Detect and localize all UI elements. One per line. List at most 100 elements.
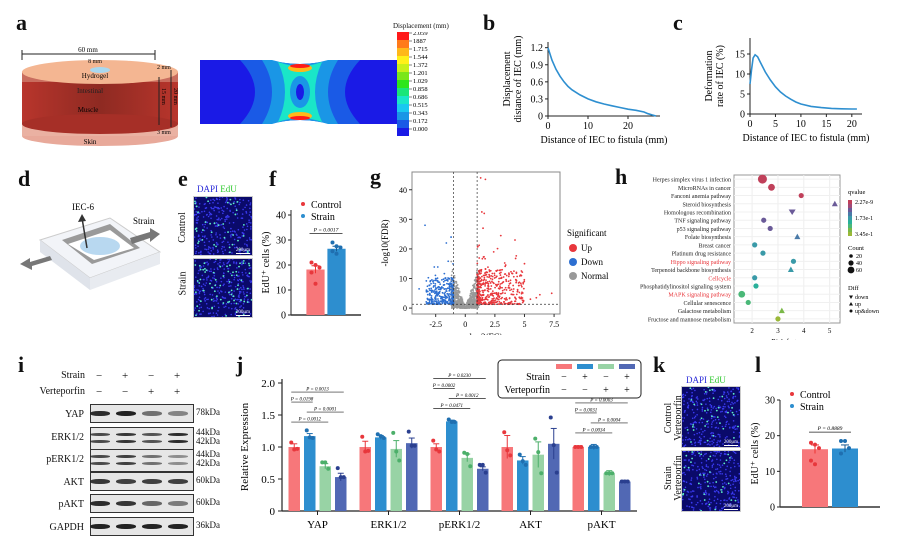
nucleus [693, 421, 696, 424]
point-up [523, 280, 526, 283]
y-tick-label: 1.0 [261, 442, 275, 454]
nucleus [726, 477, 729, 480]
nucleus [699, 472, 702, 475]
edu-positive-cell [202, 229, 204, 231]
point-normal [466, 306, 469, 309]
legend-marker [790, 404, 794, 408]
nucleus [194, 244, 197, 247]
nucleus [696, 432, 698, 435]
point-normal [466, 305, 469, 308]
y-tick-label: 30 [765, 396, 775, 407]
data-point [505, 448, 510, 453]
edu-positive-cell [715, 409, 718, 412]
nucleus [689, 438, 692, 441]
panel-l: l 0 10 20 30 Control Strain P = 0.8889 EdU⁺ cel… [745, 340, 902, 539]
data-point [341, 475, 346, 480]
nucleus [249, 207, 251, 210]
y-tick-label: 0.5 [261, 474, 275, 486]
protein-band [168, 411, 188, 416]
edu-positive-cell [238, 248, 241, 251]
nucleus [245, 272, 247, 274]
nucleus [236, 217, 239, 219]
edu-positive-cell [711, 415, 713, 418]
point-up [482, 227, 484, 230]
nucleus [729, 426, 731, 429]
nucleus [733, 465, 736, 468]
edu-positive-cell [685, 454, 688, 457]
protein-band [142, 501, 162, 506]
nucleus [683, 403, 685, 406]
data-point [604, 471, 609, 476]
data-point [462, 450, 467, 455]
nucleus [733, 459, 736, 461]
data-point [409, 443, 414, 448]
dapi-label: DAPI [686, 375, 708, 385]
edu-positive-cell [199, 268, 202, 271]
nucleus [200, 266, 203, 268]
bar [430, 447, 442, 511]
y-tick-label: 0.3 [531, 94, 544, 105]
point-up [497, 292, 500, 294]
nucleus [694, 442, 696, 444]
nucleus [210, 199, 212, 201]
nucleus [712, 432, 715, 435]
edu-positive-cell [198, 309, 200, 312]
nucleus [209, 293, 211, 296]
nucleus [688, 438, 691, 440]
edu-positive-cell [232, 202, 235, 205]
pathway-label: Cellular senescence [684, 301, 732, 307]
nucleus [202, 216, 205, 218]
point-down [448, 289, 451, 291]
data-point [619, 479, 624, 484]
nucleus [248, 219, 250, 222]
nucleus [695, 503, 698, 506]
nucleus [205, 248, 208, 251]
nucleus [730, 455, 732, 458]
edu-positive-cell [708, 389, 711, 392]
nucleus [212, 298, 215, 300]
nucleus [195, 211, 198, 213]
count-marker [849, 254, 853, 258]
nucleus [725, 395, 728, 397]
point-up [517, 303, 520, 306]
x-tick-label: 5 [773, 119, 778, 130]
point-up [480, 275, 483, 278]
edu-positive-cell [237, 239, 239, 242]
point-down [428, 292, 431, 295]
point-up [515, 272, 518, 275]
nucleus [729, 484, 732, 486]
edu-positive-cell [210, 231, 213, 234]
point-up [481, 294, 484, 296]
nucleus [199, 238, 201, 240]
colorbar-swatch [397, 80, 409, 88]
point-up [492, 301, 495, 304]
point-down [437, 288, 440, 291]
edu-positive-cell [234, 213, 237, 216]
edu-label: EdU [709, 375, 726, 385]
nucleus [736, 387, 738, 389]
nucleus [687, 404, 690, 407]
nucleus [706, 397, 709, 400]
nucleus [199, 290, 201, 293]
p-value: P = 0.0013 [305, 388, 329, 393]
nucleus [702, 455, 705, 457]
point-up [488, 280, 491, 283]
nucleus [195, 276, 197, 278]
nucleus [194, 247, 197, 249]
nucleus [233, 261, 235, 263]
p-value: P = 0.0012 [455, 394, 479, 399]
point-normal [451, 305, 453, 308]
nucleus [209, 279, 212, 282]
data-line [749, 53, 857, 110]
nucleus [696, 408, 699, 411]
edu-positive-cell [235, 310, 238, 313]
point-up [510, 303, 512, 305]
nucleus [701, 421, 704, 424]
legend-label: Strain [800, 402, 824, 413]
data-point [431, 438, 436, 443]
edu-positive-cell [246, 250, 249, 253]
edu-positive-cell [248, 264, 251, 267]
point-down [444, 294, 447, 297]
marker-updown [757, 174, 767, 184]
data-point [307, 435, 312, 440]
